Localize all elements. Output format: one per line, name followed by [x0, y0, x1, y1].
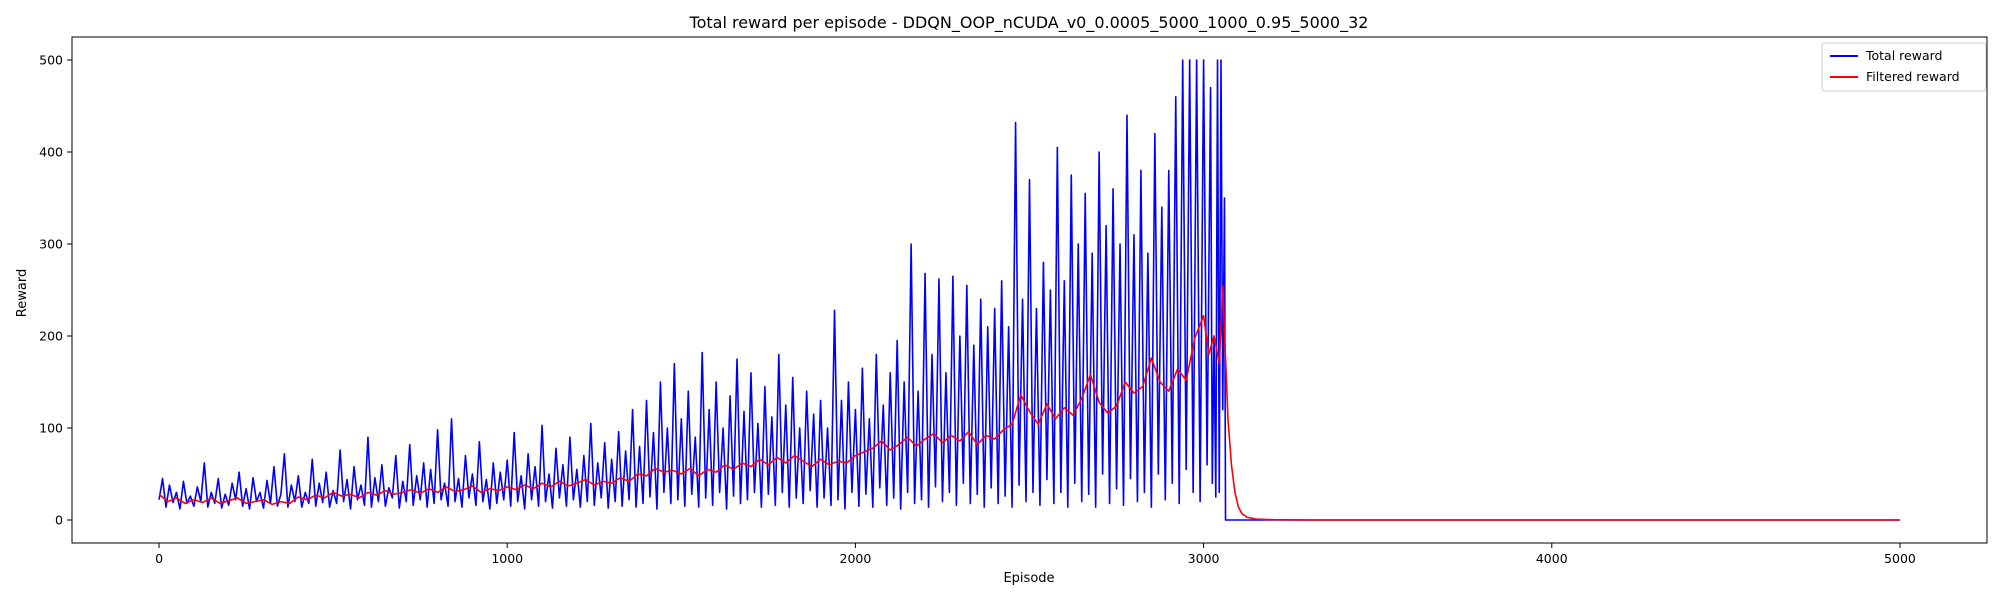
x-tick-label: 2000 — [840, 551, 872, 566]
x-tick-label: 5000 — [1884, 551, 1916, 566]
series-layer — [158, 59, 1900, 521]
axes-layer: 0 1000 2000 3000 4000 5000 0 100 200 300 400 500 — [39, 36, 1988, 566]
series-line-total-reward — [158, 59, 1900, 521]
y-tick-label: 500 — [39, 53, 63, 68]
chart-title: Total reward per episode - DDQN_OOP_nCUD… — [689, 13, 1369, 33]
y-tick-label: 400 — [39, 145, 63, 160]
y-axis-label: Reward — [15, 269, 30, 317]
x-axis-label: Episode — [1003, 571, 1054, 586]
y-tick-label: 300 — [39, 237, 63, 252]
y-tick-label: 0 — [55, 513, 63, 528]
x-tick-label: 3000 — [1188, 551, 1220, 566]
x-tick-label: 1000 — [491, 551, 523, 566]
x-tick-label: 4000 — [1536, 551, 1568, 566]
legend-label-total-reward: Total reward — [1865, 48, 1942, 63]
series-line-filtered-reward — [158, 284, 1900, 521]
y-tick-label: 200 — [39, 329, 63, 344]
legend-label-filtered-reward: Filtered reward — [1866, 69, 1960, 84]
plot-frame — [71, 36, 1988, 544]
x-tick-label: 0 — [155, 551, 163, 566]
legend-box — [1821, 42, 1987, 92]
y-tick-label: 100 — [39, 421, 63, 436]
legend: Total reward Filtered reward — [1821, 42, 1987, 92]
